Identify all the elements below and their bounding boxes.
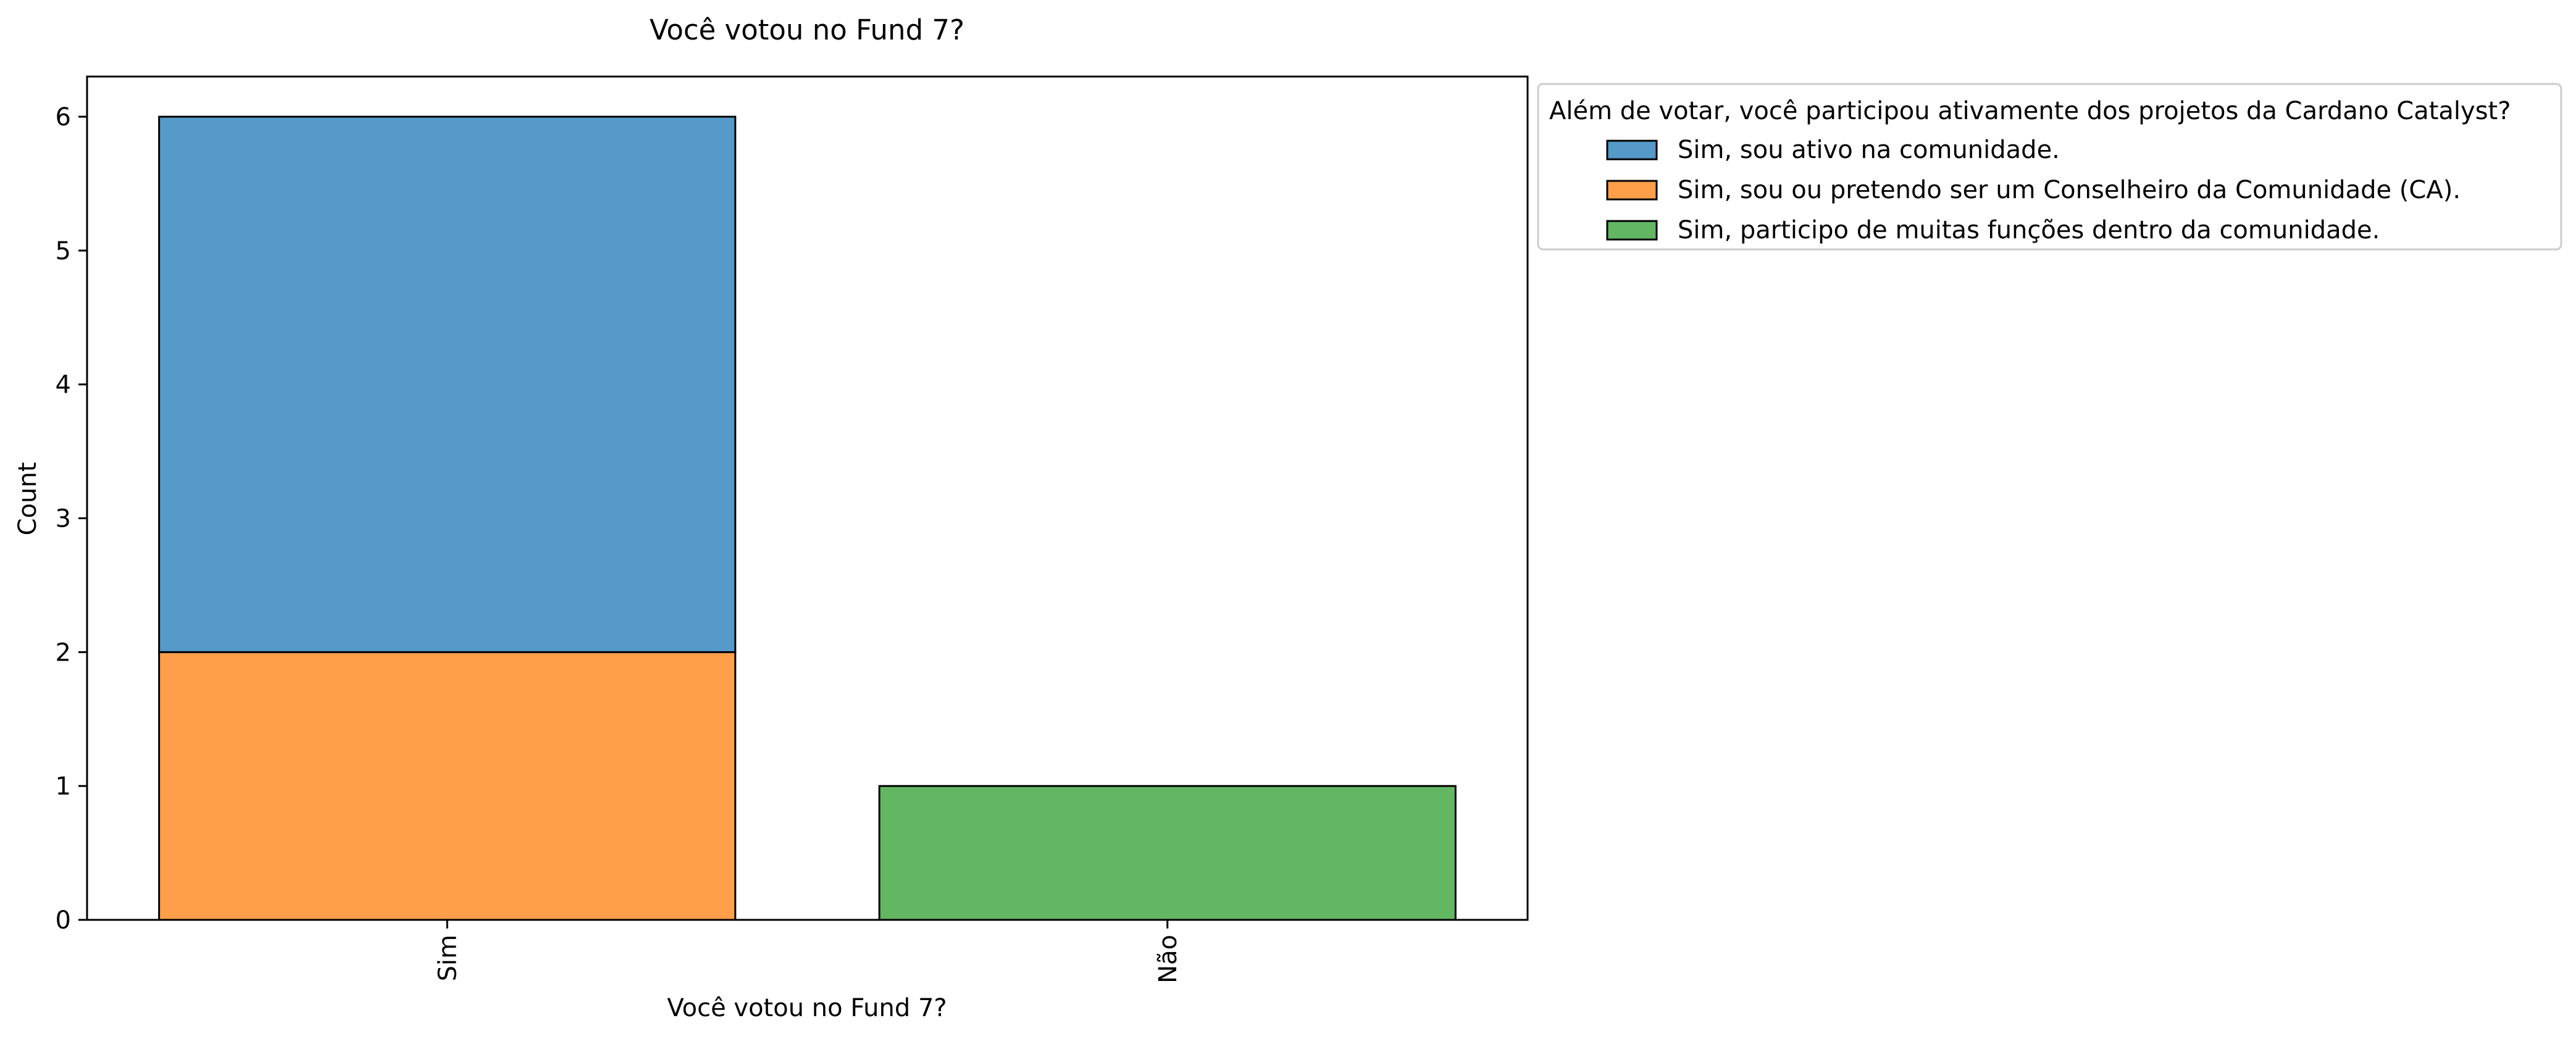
y-tick-label: 1: [56, 772, 71, 801]
y-axis: 0 1 2 3 4 5 6: [56, 103, 87, 935]
bars-group: [158, 115, 1457, 921]
legend-entry-label: Sim, participo de muitas funções dentro …: [1678, 216, 2380, 244]
legend-swatch: [1606, 220, 1658, 241]
legend-swatch: [1606, 180, 1658, 201]
y-tick-label: 6: [56, 103, 71, 131]
legend-swatch: [1606, 140, 1658, 161]
legend-title: Além de votar, você participou ativament…: [1549, 97, 2511, 125]
bar-sim-series-0: [158, 651, 737, 921]
x-axis: Sim Não: [433, 920, 1182, 983]
plot-frame: [86, 75, 1529, 921]
legend-entry-label: Sim, sou ativo na comunidade.: [1678, 136, 2060, 164]
x-axis-label: Você votou no Fund 7?: [667, 994, 947, 1022]
legend-entries: Sim, sou ativo na comunidade. Sim, sou ou…: [1606, 136, 2461, 244]
y-tick-label: 0: [56, 906, 71, 935]
legend-frame: [1537, 83, 2562, 251]
y-tick-label: 4: [56, 371, 71, 399]
y-tick-label: 3: [56, 505, 71, 533]
bar-não-series-2: [878, 785, 1457, 921]
legend-entry-label: Sim, sou ou pretendo ser um Conselheiro …: [1678, 176, 2461, 204]
y-tick-label: 2: [56, 638, 71, 667]
y-axis-label: Count: [14, 462, 42, 536]
chart-title: Você votou no Fund 7?: [650, 14, 964, 46]
legend: Além de votar, você participou ativament…: [1537, 83, 2562, 251]
bar-sim-series-1: [158, 115, 737, 653]
x-tick-label-sim: Sim: [433, 935, 462, 981]
y-tick-label: 5: [56, 237, 71, 265]
x-tick-label-não: Não: [1154, 935, 1182, 983]
